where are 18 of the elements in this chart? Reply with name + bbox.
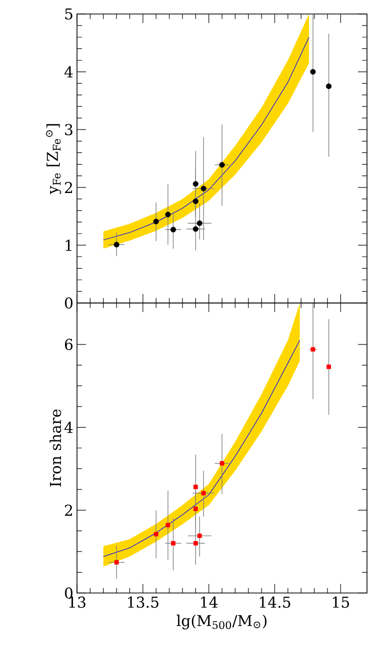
x-axis-title: lg(M$_{500}$/M$_{⊙}$) [176, 614, 266, 630]
y-tick-label: 0 [64, 297, 72, 309]
y-tick-label: 2 [64, 182, 72, 193]
x-tick-label: 15 [332, 596, 349, 608]
y-tick-label: 0 [64, 587, 72, 599]
y-axis-title: Iron share [50, 409, 62, 486]
y-tick-label: 4 [64, 66, 73, 78]
y-tick-label: 5 [65, 8, 72, 20]
y-tick-label: 6 [64, 338, 73, 350]
x-tick-label: 13.5 [128, 596, 158, 608]
y-axis-title: y$_{Fe}$ [Z$_{Fe}$$^{⊙}$] [46, 124, 62, 194]
x-tick-label: 14.5 [260, 596, 290, 608]
x-tick-label: 13 [69, 596, 86, 608]
y-tick-label: 4 [64, 422, 73, 433]
y-tick-label: 1 [66, 240, 72, 251]
x-tick-label: 14 [201, 596, 218, 608]
y-tick-label: 3 [65, 124, 72, 136]
y-tick-label: 2 [64, 504, 72, 516]
